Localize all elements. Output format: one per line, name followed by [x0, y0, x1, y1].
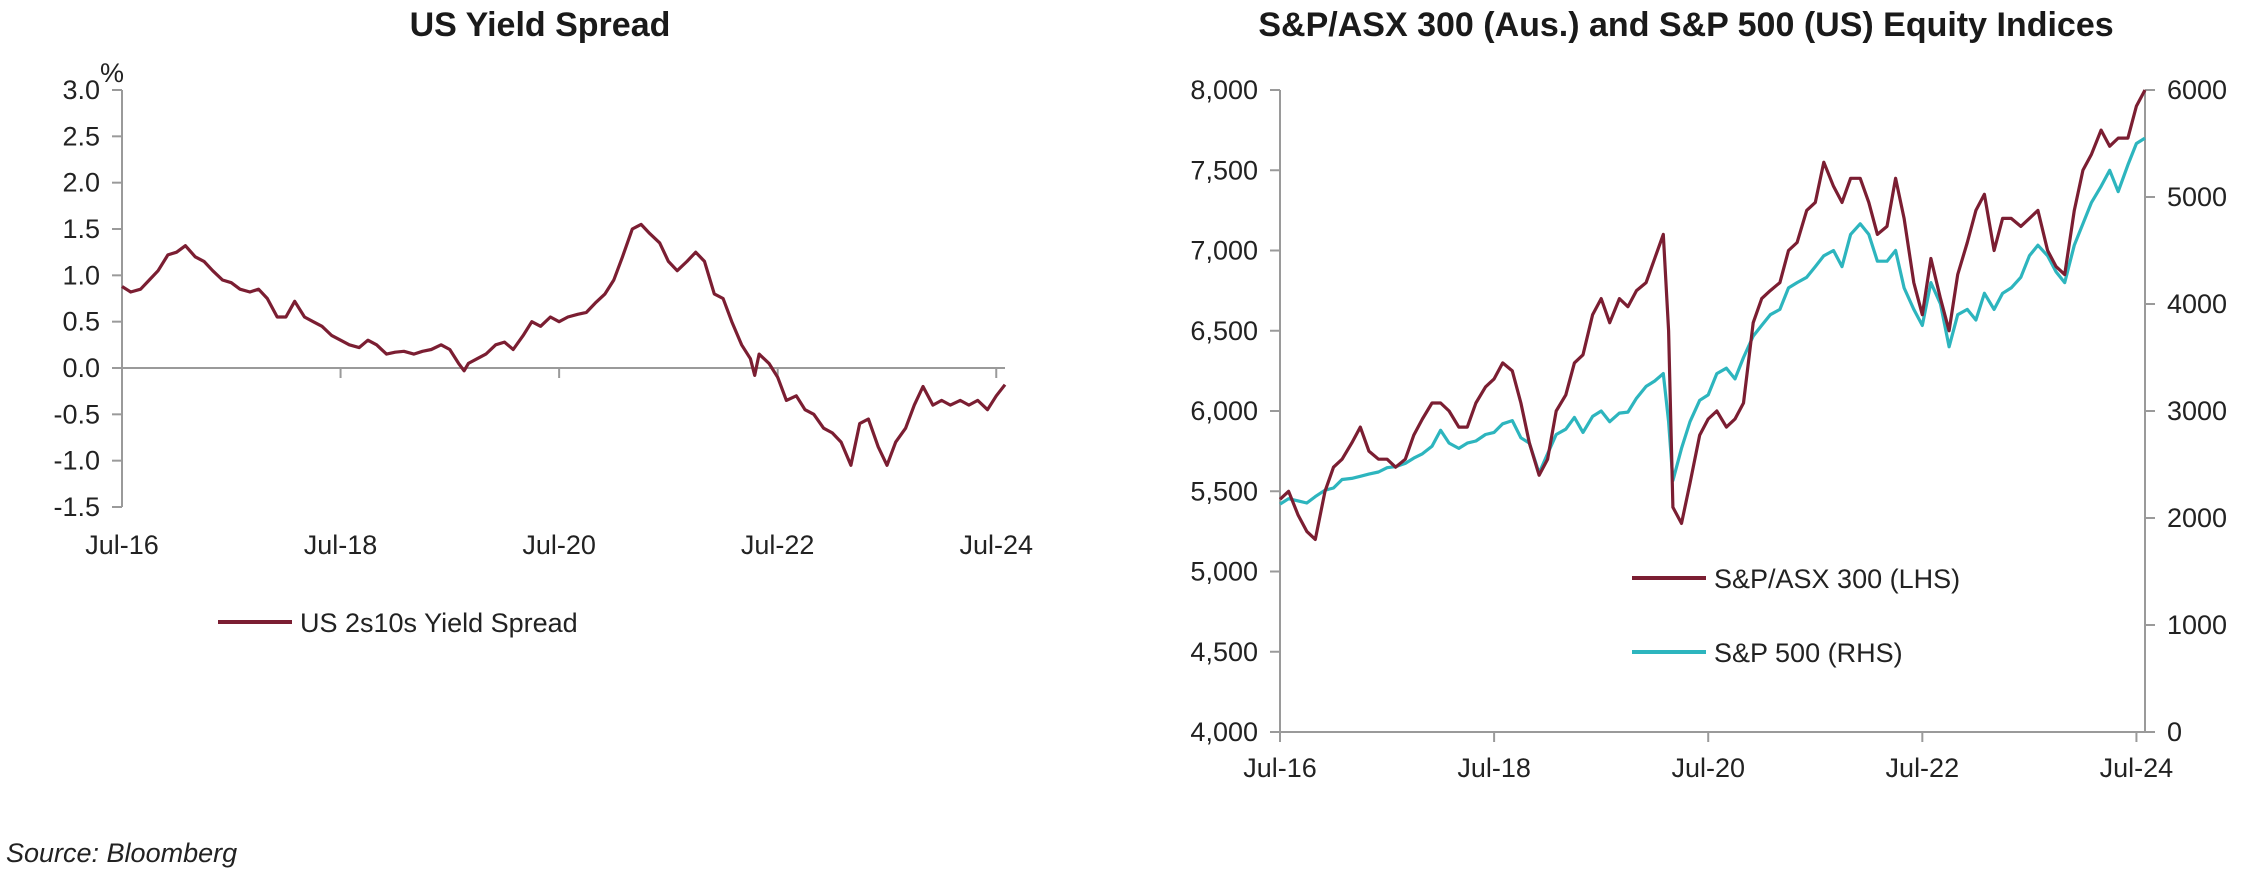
chart-title-equity-indices: S&P/ASX 300 (Aus.) and S&P 500 (US) Equi…: [1258, 6, 2114, 44]
series-line-sp500: [1279, 136, 2146, 506]
x-tick-label: Jul-20: [522, 530, 596, 560]
x-tick-label: Jul-18: [304, 530, 378, 560]
left-y-tick-label: 5,500: [1190, 476, 1258, 506]
right-y-tick-label: 4000: [2167, 289, 2227, 319]
left-y-tick-label: 4,500: [1190, 637, 1258, 667]
left-y-tick-label: 4,000: [1190, 717, 1258, 747]
left-y-tick-label: 7,500: [1190, 155, 1258, 185]
left-y-tick-label: 6,000: [1190, 396, 1258, 426]
right-y-tick-label: 0: [2167, 717, 2182, 747]
y-tick-label: -1.0: [53, 446, 100, 476]
y-tick-label: 1.5: [62, 214, 100, 244]
source-note: Source: Bloomberg: [6, 838, 238, 868]
x-tick-label: Jul-16: [85, 530, 159, 560]
y-tick-label: -0.5: [53, 399, 100, 429]
yield-spread-chart-panel: US Yield Spread 3.0 2.5 2.0 1.5 1.0 0.5 0.0 -0.…: [0, 0, 1080, 840]
y-tick-label: 2.5: [62, 121, 100, 151]
yield-spread-chart-svg: 3.0 2.5 2.0 1.5 1.0 0.5 0.0 -0.5 -1.0 -1.5% Jul-16…: [53, 58, 1033, 638]
legend-label-sp500: S&P 500 (RHS): [1714, 638, 1903, 668]
right-y-tick-label: 2000: [2167, 503, 2227, 533]
x-tick-label: Jul-24: [2100, 753, 2174, 783]
y-tick-label: 3.0: [62, 75, 100, 105]
y-tick-label: 0.0: [62, 353, 100, 383]
right-y-tick-label: 1000: [2167, 610, 2227, 640]
right-y-tick-label: 3000: [2167, 396, 2227, 426]
right-y-tick-label: 6000: [2167, 75, 2227, 105]
legend-label-yield-spread: US 2s10s Yield Spread: [300, 608, 578, 638]
legend-label-asx300: S&P/ASX 300 (LHS): [1714, 564, 1960, 594]
x-tick-label: Jul-20: [1671, 753, 1745, 783]
series-line-asx300: [1278, 89, 2147, 541]
chart-title-yield-spread: US Yield Spread: [409, 6, 671, 44]
equity-indices-chart-panel: S&P/ASX 300 (Aus.) and S&P 500 (US) Equi…: [1120, 0, 2252, 840]
left-y-tick-label: 6,500: [1190, 316, 1258, 346]
x-tick-label: Jul-24: [959, 530, 1033, 560]
x-tick-label: Jul-22: [1886, 753, 1960, 783]
right-y-tick-label: 5000: [2167, 182, 2227, 212]
y-tick-label: -1.5: [53, 492, 100, 522]
x-tick-label: Jul-18: [1457, 753, 1531, 783]
series-line-yield-spread: [121, 222, 1007, 467]
left-y-tick-label: 7,000: [1190, 236, 1258, 266]
y-tick-label: 0.5: [62, 307, 100, 337]
x-tick-label: Jul-16: [1243, 753, 1317, 783]
equity-indices-chart-svg: 8,000 7,500 7,000 6,500 6,000 5,500 5,000 4,500…: [1190, 75, 2227, 783]
y-tick-label: 1.0: [62, 260, 100, 290]
x-tick-label: Jul-22: [741, 530, 815, 560]
left-y-tick-label: 8,000: [1190, 75, 1258, 105]
left-y-tick-label: 5,000: [1190, 557, 1258, 587]
y-tick-label: 2.0: [62, 168, 100, 198]
y-axis-unit-label: %: [100, 58, 124, 88]
